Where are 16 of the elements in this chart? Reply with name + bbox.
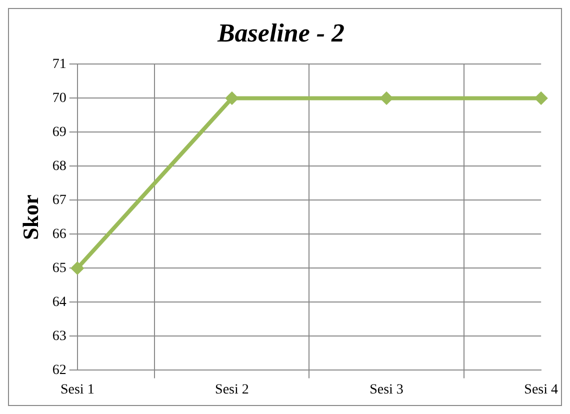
y-tick-label: 70 <box>52 90 66 106</box>
y-tick-label: 68 <box>52 158 66 174</box>
y-tick-label: 62 <box>52 362 66 378</box>
x-tick-label: Sesi 2 <box>215 382 249 398</box>
y-axis-title: Skor <box>18 194 43 240</box>
y-tick-label: 66 <box>52 226 66 242</box>
chart-title: Baseline - 2 <box>216 18 345 48</box>
x-tick-label: Sesi 1 <box>60 382 94 398</box>
y-tick-label: 63 <box>52 328 66 344</box>
y-tick-label: 67 <box>52 192 66 208</box>
x-tick-label: Sesi 4 <box>524 382 558 398</box>
x-tick-label: Sesi 3 <box>370 382 404 398</box>
y-tick-label: 64 <box>52 294 66 310</box>
y-tick-label: 65 <box>52 260 66 276</box>
y-tick-label: 69 <box>52 124 66 140</box>
y-tick-label: 71 <box>52 56 66 72</box>
